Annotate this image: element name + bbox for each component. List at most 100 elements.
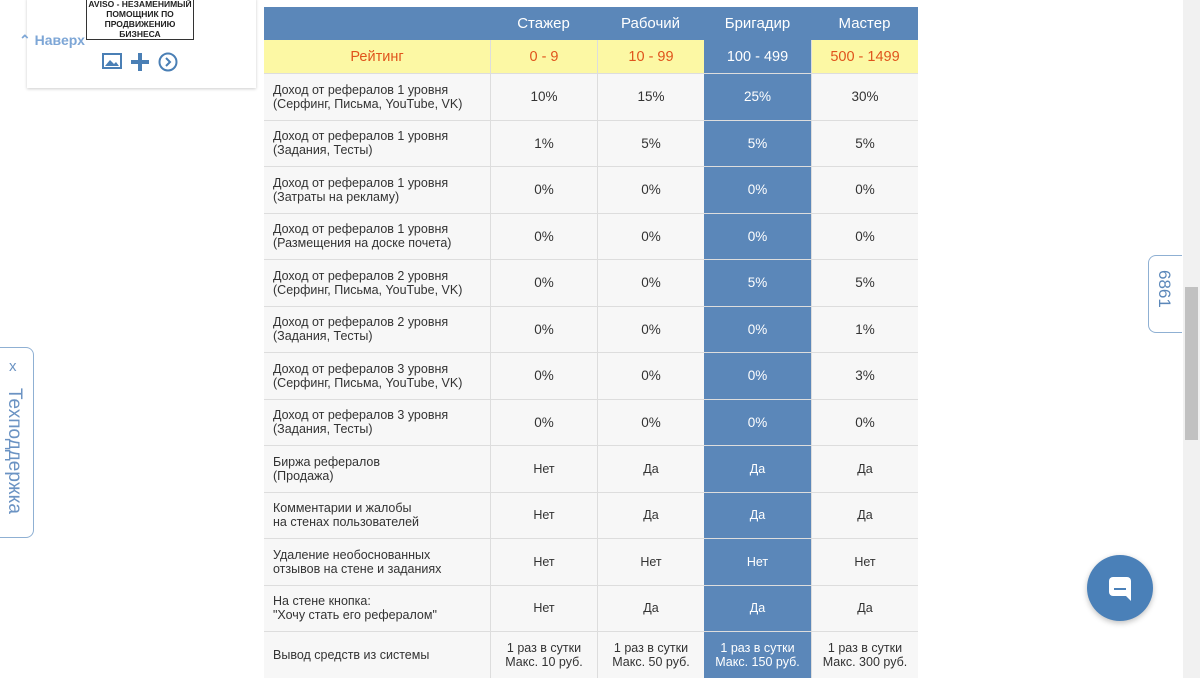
cell: 0% <box>811 399 918 445</box>
cell: Нет <box>490 585 597 631</box>
scroll-thumb[interactable] <box>1185 287 1198 440</box>
logo-line: AVISO - НЕЗАМЕНИМЫЙ <box>88 0 192 9</box>
label-line: Удаление необоснованных <box>273 547 431 562</box>
rating-cell: 100 - 499 <box>704 40 811 73</box>
cell: 0% <box>597 399 704 445</box>
cell: Да <box>704 492 811 538</box>
logo[interactable]: AVISO - НЕЗАМЕНИМЫЙ ПОМОЩНИК ПО ПРОДВИЖЕНИ… <box>86 0 194 40</box>
cell: 0% <box>811 167 918 213</box>
rating-cell: 0 - 9 <box>490 40 597 73</box>
rating-row: Рейтинг 0 - 9 10 - 99 100 - 499 500 - 1499 <box>264 40 918 74</box>
table-row: Доход от рефералов 1 уровня (Задания, Тес… <box>264 120 918 167</box>
back-link-text[interactable]: Наверх <box>34 32 85 48</box>
support-tab[interactable]: x Техподдержка <box>0 347 34 538</box>
table-row: Биржа рефералов (Продажа) Нет Да Да Да <box>264 446 918 493</box>
table-row: Доход от рефералов 2 уровня (Задания, Тес… <box>264 306 918 353</box>
header-cell: Рабочий <box>620 15 681 32</box>
logo-line: БИЗНЕСА <box>119 29 161 39</box>
counter-tab[interactable]: 6861 <box>1148 255 1182 333</box>
cell: 5% <box>704 260 811 306</box>
cell: 0% <box>811 213 918 259</box>
label-line: (Затраты на рекламу) <box>273 189 400 204</box>
cell: Да <box>704 446 811 492</box>
cell: 1% <box>811 306 918 352</box>
label-line: Доход от рефералов 1 уровня <box>273 82 449 97</box>
support-label[interactable]: Техподдержка <box>4 388 25 514</box>
add-icon[interactable] <box>130 52 150 72</box>
chat-icon <box>1109 577 1131 601</box>
cell: 30% <box>811 74 918 120</box>
rating-cell: 10 - 99 <box>597 40 704 73</box>
label-line: Доход от рефералов 1 уровня <box>273 129 449 144</box>
label-line: Доход от рефералов 2 уровня <box>273 315 449 330</box>
back-link[interactable]: ⌃ Наверх <box>19 32 85 48</box>
cell-line: 1 раз в сутки <box>613 640 689 655</box>
cell: 25% <box>704 74 811 120</box>
rating-label: Рейтинг <box>350 48 404 65</box>
row-label: На стене кнопка: "Хочу стать его реферало… <box>264 586 490 632</box>
chat-button[interactable] <box>1087 555 1153 621</box>
cell: Нет <box>490 539 597 585</box>
label-line: Доход от рефералов 3 уровня <box>273 361 449 376</box>
cell-line: Макс. 50 руб. <box>612 654 690 669</box>
row-label: Доход от рефералов 2 уровня (Серфинг, Пис… <box>264 260 490 306</box>
label-line: (Задания, Тесты) <box>273 329 373 344</box>
table-row: Доход от рефералов 1 уровня (Затраты на р… <box>264 167 918 214</box>
next-icon[interactable] <box>158 52 178 72</box>
counter-value: 6861 <box>1155 270 1174 308</box>
header-row: Стажер Рабочий Бригадир Мастер <box>264 7 918 40</box>
header-cell: Стажер <box>517 15 570 32</box>
close[interactable]: x <box>9 358 17 375</box>
cell: 1 раз в сутки Макс. 50 руб. <box>597 632 704 678</box>
label-line: Комментарии и жалобы <box>273 501 412 516</box>
image-icon[interactable] <box>102 52 122 70</box>
header-cell: Мастер <box>838 15 891 32</box>
cell: 0% <box>597 213 704 259</box>
row-label: Доход от рефералов 1 уровня (Затраты на р… <box>264 167 490 213</box>
cell-line: 1 раз в сутки <box>827 640 903 655</box>
cell: Да <box>597 446 704 492</box>
cell: 10% <box>490 74 597 120</box>
row-label: Вывод средств из системы <box>264 632 490 678</box>
label-line: отзывов на стене и заданиях <box>273 561 442 576</box>
label-line: (Серфинг, Письма, YouTube, VK) <box>273 96 463 111</box>
label-line: Доход от рефералов 2 уровня <box>273 268 449 283</box>
cell: Да <box>811 446 918 492</box>
table-row: Доход от рефералов 1 уровня (Размещения н… <box>264 213 918 260</box>
cell-line: Макс. 150 руб. <box>715 654 800 669</box>
cell-line: 1 раз в сутки <box>506 640 582 655</box>
label-line: Биржа рефералов <box>273 454 380 469</box>
label-line: Доход от рефералов 1 уровня <box>273 175 449 190</box>
rating-cell: 500 - 1499 <box>811 40 918 73</box>
label-line: (Задания, Тесты) <box>273 422 373 437</box>
table-row: Удаление необоснованных отзывов на стене … <box>264 539 918 586</box>
label-line: (Размещения на доске почета) <box>273 236 452 251</box>
cell: 5% <box>811 260 918 306</box>
label-line: "Хочу стать его рефералом" <box>273 608 437 623</box>
cell: 0% <box>597 167 704 213</box>
cell: Нет <box>811 539 918 585</box>
label-line: Доход от рефералов 1 уровня <box>273 222 449 237</box>
label-line: (Продажа) <box>273 468 334 483</box>
row-label: Биржа рефералов (Продажа) <box>264 446 490 492</box>
cell: Да <box>811 492 918 538</box>
cell: 5% <box>811 120 918 166</box>
row-label: Удаление необоснованных отзывов на стене … <box>264 539 490 585</box>
logo-line: ПРОДВИЖЕНИЮ <box>104 19 176 29</box>
table-row: Комментарии и жалобы на стенах пользовате… <box>264 492 918 539</box>
row-label: Доход от рефералов 3 уровня (Серфинг, Пис… <box>264 353 490 399</box>
label-line: (Серфинг, Письма, YouTube, VK) <box>273 282 463 297</box>
cell: 0% <box>490 353 597 399</box>
cell: Нет <box>490 492 597 538</box>
row-label: Доход от рефералов 1 уровня (Серфинг, Пис… <box>264 74 490 120</box>
cell: 0% <box>490 213 597 259</box>
table-row: На стене кнопка: "Хочу стать его реферало… <box>264 585 918 632</box>
table-row: Доход от рефералов 1 уровня (Серфинг, Пис… <box>264 74 918 121</box>
cell: 3% <box>811 353 918 399</box>
row-label: Доход от рефералов 2 уровня (Задания, Тес… <box>264 307 490 353</box>
cell: Да <box>597 492 704 538</box>
cell: 0% <box>704 306 811 352</box>
cell: 0% <box>597 260 704 306</box>
